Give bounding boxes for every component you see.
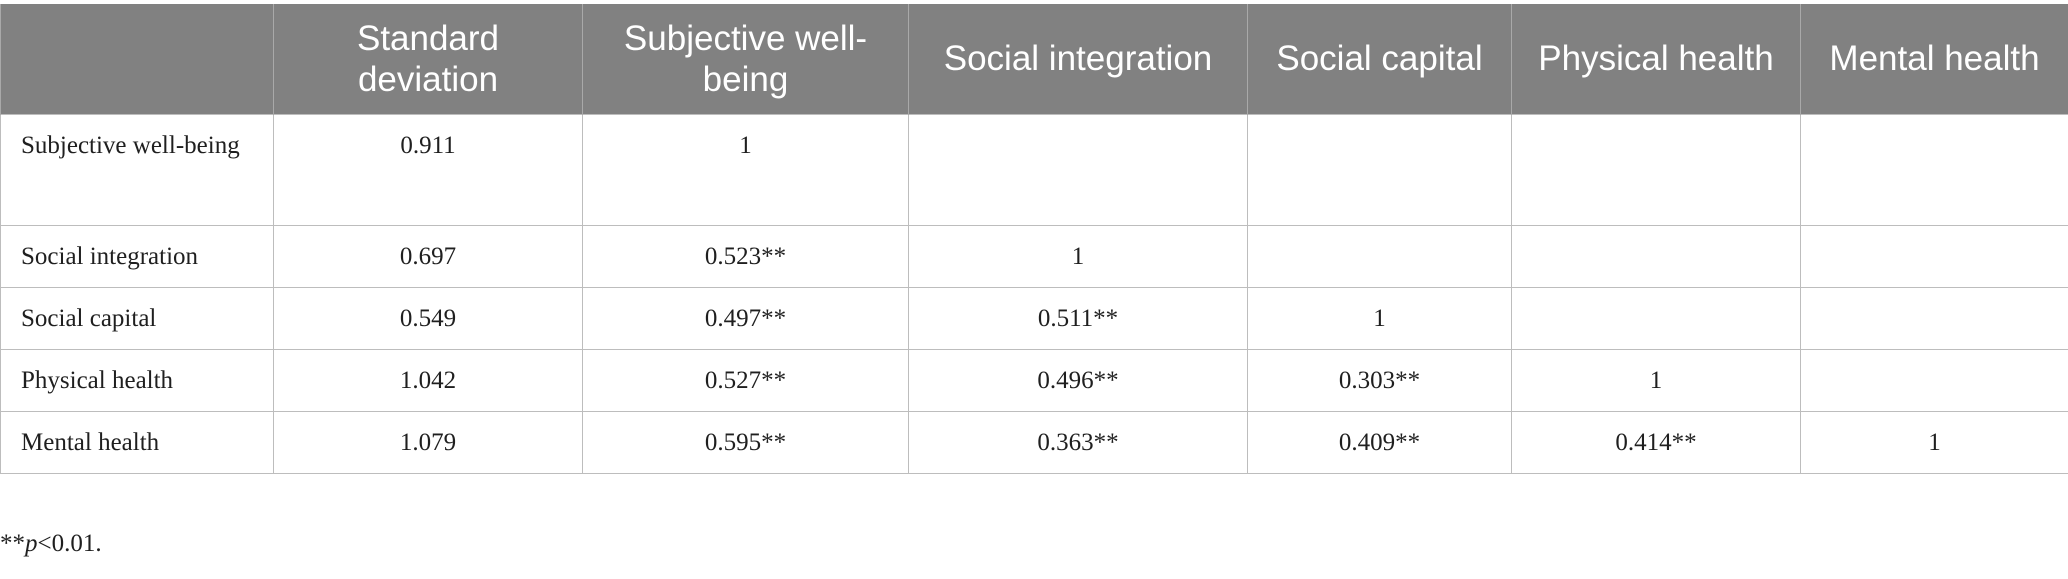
header-social-integration: Social integration: [908, 4, 1248, 114]
table-cell: 0.523**: [582, 224, 909, 288]
table-cell: [1800, 348, 2068, 412]
table-cell: 0.409**: [1247, 410, 1512, 474]
table-cell: 1.042: [273, 348, 583, 412]
table-cell: [1511, 286, 1801, 350]
correlation-table-container: Standard deviation Subjective well-being…: [0, 4, 2068, 474]
table-row: Mental health 1.079 0.595** 0.363** 0.40…: [0, 410, 2068, 474]
table-cell: 0.911: [273, 113, 583, 226]
table-cell: [1511, 224, 1801, 288]
header-mental-health: Mental health: [1800, 4, 2068, 114]
header-corner: [0, 4, 274, 114]
table-cell: 0.303**: [1247, 348, 1512, 412]
table-cell: 1: [1247, 286, 1512, 350]
table-cell: 0.549: [273, 286, 583, 350]
header-physical-health: Physical health: [1511, 4, 1801, 114]
table-cell: 0.527**: [582, 348, 909, 412]
table-cell: 1: [582, 113, 909, 226]
header-subjective-well-being: Subjective well-being: [582, 4, 909, 114]
row-label: Social capital: [0, 286, 274, 350]
table-cell: 0.496**: [908, 348, 1248, 412]
table-row: Subjective well-being 0.911 1: [0, 113, 2068, 226]
table-cell: [1800, 224, 2068, 288]
table-cell: 1: [1800, 410, 2068, 474]
table-cell: [1247, 113, 1512, 226]
table-cell: [1800, 113, 2068, 226]
header-row: Standard deviation Subjective well-being…: [0, 4, 2068, 114]
table-cell: 0.697: [273, 224, 583, 288]
footnote-prefix: **: [0, 530, 25, 557]
row-label: Social integration: [0, 224, 274, 288]
table-row: Social integration 0.697 0.523** 1: [0, 224, 2068, 288]
table-cell: [1511, 113, 1801, 226]
table-cell: 1.079: [273, 410, 583, 474]
table-footnote: **p<0.01.: [0, 530, 102, 558]
table-row: Social capital 0.549 0.497** 0.511** 1: [0, 286, 2068, 350]
correlation-table: Standard deviation Subjective well-being…: [0, 4, 2068, 474]
header-standard-deviation: Standard deviation: [273, 4, 583, 114]
footnote-p-symbol: p: [25, 530, 38, 557]
table-cell: 0.511**: [908, 286, 1248, 350]
table-row: Physical health 1.042 0.527** 0.496** 0.…: [0, 348, 2068, 412]
header-social-capital: Social capital: [1247, 4, 1512, 114]
footnote-suffix: <0.01.: [37, 530, 102, 557]
row-label: Subjective well-being: [0, 113, 274, 226]
table-cell: 0.363**: [908, 410, 1248, 474]
table-cell: 0.497**: [582, 286, 909, 350]
table-cell: [908, 113, 1248, 226]
table-cell: 1: [908, 224, 1248, 288]
table-cell: 0.414**: [1511, 410, 1801, 474]
table-cell: 1: [1511, 348, 1801, 412]
table-cell: 0.595**: [582, 410, 909, 474]
table-cell: [1800, 286, 2068, 350]
table-cell: [1247, 224, 1512, 288]
row-label: Physical health: [0, 348, 274, 412]
row-label: Mental health: [0, 410, 274, 474]
